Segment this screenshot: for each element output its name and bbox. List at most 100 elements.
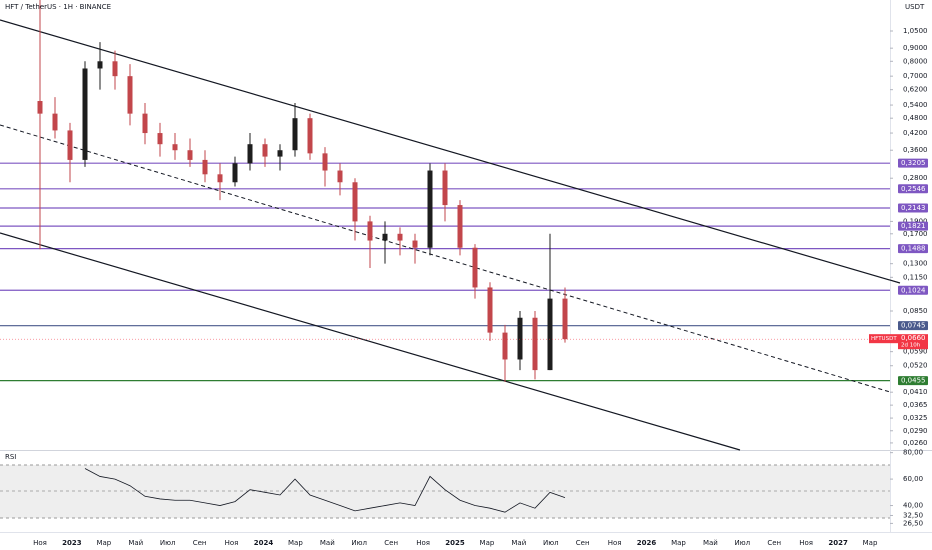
- level-label-bg: [898, 321, 928, 331]
- x-tick-label: Мар: [671, 539, 686, 547]
- x-tick-label: Сен: [193, 539, 207, 547]
- y-tick-label: 0,3600: [903, 146, 928, 154]
- chart-title: HFT / TetherUS · 1H · BINANCE: [5, 3, 111, 11]
- y-tick-label: 1,0500: [903, 27, 928, 35]
- y-tick-label: 0,5400: [903, 101, 928, 109]
- candle-body: [382, 233, 388, 241]
- x-tick-label: Сен: [576, 539, 590, 547]
- level-label: 0,1024: [901, 286, 926, 294]
- candle-body: [187, 150, 193, 160]
- x-tick-label: Ноя: [33, 539, 47, 547]
- level-label-bg: [898, 244, 928, 254]
- candle-body: [202, 159, 208, 175]
- x-tick-label: Сен: [767, 539, 781, 547]
- last-price-countdown: 2d 10h: [901, 343, 921, 349]
- y-tick-label: 0,1900: [903, 217, 928, 225]
- last-price-symbol-bg: [869, 334, 898, 344]
- rsi-tick-label: 40,00: [903, 502, 923, 510]
- y-tick-label: 0,8000: [903, 57, 928, 65]
- y-tick-label: 0,4200: [903, 129, 928, 137]
- x-tick-label: Сен: [384, 539, 398, 547]
- channel-lower: [0, 232, 741, 451]
- y-tick-label: 0,2800: [903, 174, 928, 182]
- level-label-bg: [898, 158, 928, 168]
- candle-body: [127, 76, 133, 114]
- level-label: 0,0745: [901, 322, 926, 330]
- y-tick-label: 0,0410: [903, 388, 928, 396]
- last-price-bg: [898, 334, 928, 350]
- candle-body: [397, 233, 403, 241]
- x-tick-label: Май: [703, 539, 718, 547]
- candle-body: [307, 118, 313, 154]
- x-tick-label: 2023: [62, 539, 82, 547]
- candle-body: [112, 61, 118, 77]
- level-label: 0,3205: [901, 159, 926, 167]
- candle-body: [487, 287, 493, 333]
- x-tick-label: Июл: [160, 539, 176, 547]
- candle-body: [37, 101, 43, 114]
- rsi-tick-label: 32,50: [903, 511, 923, 519]
- candle-body: [142, 113, 148, 134]
- x-tick-label: 2024: [254, 539, 274, 547]
- candle-body: [292, 118, 298, 151]
- x-tick-label: Июл: [351, 539, 367, 547]
- candle-body: [472, 247, 478, 288]
- level-label: 0,2143: [901, 204, 926, 212]
- x-tick-label: Мар: [480, 539, 495, 547]
- channel-upper: [0, 19, 901, 284]
- candle-body: [217, 174, 223, 183]
- candle-body: [82, 68, 88, 160]
- candle-body: [457, 205, 463, 248]
- candle-body: [502, 332, 508, 360]
- x-tick-label: Май: [511, 539, 526, 547]
- y-tick-label: 0,0365: [903, 401, 928, 409]
- candle-body: [232, 163, 238, 183]
- candle-body: [52, 113, 58, 131]
- candle-body: [322, 153, 328, 171]
- candle-body: [562, 298, 568, 340]
- level-label-bg: [898, 376, 928, 386]
- last-price-symbol: HFTUSDT: [871, 336, 897, 342]
- y-tick-label: 0,0520: [903, 362, 928, 370]
- y-tick-label: 0,7000: [903, 72, 928, 80]
- candle-body: [442, 170, 448, 206]
- x-tick-label: Июл: [735, 539, 751, 547]
- candle-body: [97, 61, 103, 69]
- x-tick-label: 2026: [637, 539, 657, 547]
- y-tick-label: 0,0290: [903, 427, 928, 435]
- candle-body: [247, 144, 253, 164]
- y-tick-label: 0,0850: [903, 307, 928, 315]
- level-label-bg: [898, 285, 928, 295]
- candle-body: [352, 182, 358, 222]
- x-tick-label: Ноя: [799, 539, 813, 547]
- x-tick-label: Май: [320, 539, 335, 547]
- candle-body: [517, 317, 523, 360]
- x-tick-label: Май: [128, 539, 143, 547]
- candle-body: [172, 144, 178, 151]
- x-tick-label: Июл: [543, 539, 559, 547]
- level-label: 0,2546: [901, 185, 926, 193]
- x-tick-label: Ноя: [416, 539, 430, 547]
- candle-body: [547, 298, 553, 371]
- y-tick-label: 0,0590: [903, 348, 928, 356]
- y-tick-label: 0,0260: [903, 439, 928, 447]
- x-tick-label: Мар: [96, 539, 111, 547]
- x-tick-label: Мар: [863, 539, 878, 547]
- y-tick-label: 0,9000: [903, 44, 928, 52]
- candle-body: [367, 221, 373, 241]
- rsi-line: [84, 468, 566, 513]
- y-tick-label: 0,0325: [903, 414, 928, 422]
- x-tick-label: Ноя: [225, 539, 239, 547]
- candle-body: [67, 130, 73, 160]
- x-tick-label: Мар: [288, 539, 303, 547]
- candle-body: [277, 150, 283, 157]
- currency-label: USDT: [905, 3, 925, 11]
- candles: [37, 0, 568, 382]
- rsi-tick-label: 26,50: [903, 519, 923, 527]
- level-label-bg: [898, 221, 928, 231]
- y-tick-label: 0,6200: [903, 86, 928, 94]
- x-tick-label: 2025: [445, 539, 465, 547]
- last-price-label: 0,0660: [901, 334, 926, 342]
- level-label-bg: [898, 184, 928, 194]
